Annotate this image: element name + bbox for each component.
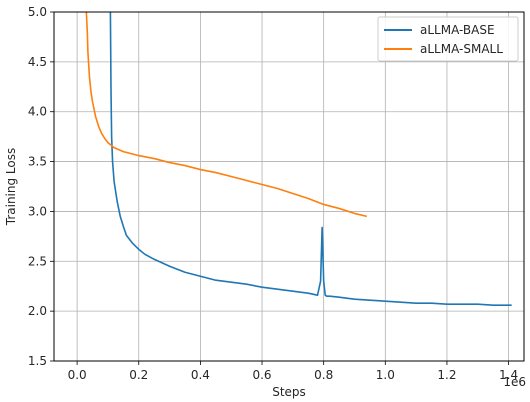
series-line-allma-small xyxy=(85,11,368,218)
x-axis-label: Steps xyxy=(272,385,306,399)
y-tick-label: 4.0 xyxy=(28,105,47,119)
y-tick-label: 2.5 xyxy=(28,254,47,268)
series-line-allma-base xyxy=(109,11,512,306)
x-tick-label: 1.0 xyxy=(376,368,395,382)
y-tick-label: 1.5 xyxy=(28,354,47,368)
legend-label-allma-base: aLLMA-BASE xyxy=(420,23,495,37)
legend-label-allma-small: aLLMA-SMALL xyxy=(420,42,503,56)
x-tick-label: 0.8 xyxy=(314,368,333,382)
y-tick-label: 5.0 xyxy=(28,5,47,19)
y-tick-label: 2.0 xyxy=(28,304,47,318)
series-lines xyxy=(85,11,512,306)
legend-box xyxy=(377,16,519,62)
plot-frame xyxy=(53,11,525,362)
grid xyxy=(54,11,524,362)
x-tick-label: 0.0 xyxy=(68,368,87,382)
x-tick-label: 0.4 xyxy=(191,368,210,382)
x-axis-offset-label: 1e6 xyxy=(503,375,526,389)
x-tick-label: 1.2 xyxy=(437,368,456,382)
y-axis-label: Training Loss xyxy=(4,148,18,226)
axis-ticks: 0.0 0.2 0.4 0.6 0.8 1.0 1.2 1.4 1.5 2.0 2.5 3.0 3.5 4… xyxy=(28,5,518,382)
y-tick-label: 4.5 xyxy=(28,55,47,69)
x-tick-label: 0.2 xyxy=(129,368,148,382)
y-tick-label: 3.5 xyxy=(28,155,47,169)
x-tick-label: 0.6 xyxy=(252,368,271,382)
y-tick-label: 3.0 xyxy=(28,204,47,218)
legend: aLLMA-BASE aLLMA-SMALL xyxy=(377,16,519,62)
x-tick-label: 1.4 xyxy=(499,368,518,382)
